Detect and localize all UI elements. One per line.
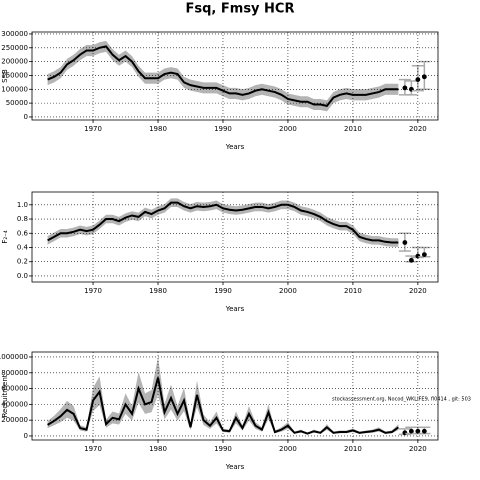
- projection-point: [402, 85, 408, 91]
- x-axis-label: Years: [225, 463, 245, 471]
- confidence-band: [47, 198, 399, 247]
- plot-frame: [31, 351, 439, 441]
- y-tick-label: 50000: [6, 99, 28, 107]
- x-tick-label: 2020: [409, 445, 427, 453]
- x-tick-label: 1980: [149, 445, 167, 453]
- y-tick-label: 0: [24, 432, 28, 440]
- y-tick-label: 400000: [1, 400, 28, 408]
- projection-point: [421, 428, 427, 434]
- x-tick-label: 1990: [214, 125, 232, 133]
- x-tick-label: 1970: [84, 445, 102, 453]
- y-tick-label: 600000: [1, 385, 28, 393]
- x-tick-label: 2000: [279, 445, 297, 453]
- y-tick-label: 1.0: [17, 201, 28, 209]
- x-axis-label: Years: [225, 143, 245, 151]
- y-axis-label: Recruitment: [1, 374, 9, 417]
- plot-frame: [31, 191, 439, 283]
- chart-title: Fsq, Fmsy HCR: [186, 2, 295, 17]
- plot-frame: [31, 31, 439, 121]
- y-tick-label: 250000: [1, 44, 28, 52]
- y-axis-label: SSB: [1, 69, 9, 83]
- confidence-band: [47, 356, 399, 435]
- y-tick-label: 0.6: [17, 229, 29, 237]
- x-tick-label: 2000: [279, 287, 297, 295]
- y-tick-label: 300000: [1, 30, 28, 38]
- annotation: stockassessment.org, Nocod_WKLIFE9, fl04…: [332, 397, 471, 403]
- confidence-band: [47, 40, 399, 112]
- x-tick-label: 2010: [344, 445, 362, 453]
- x-tick-label: 1980: [149, 287, 167, 295]
- y-axis-label: F₂₋₄: [1, 230, 9, 244]
- x-tick-label: 2020: [409, 125, 427, 133]
- y-tick-label: 100000: [1, 85, 28, 93]
- x-tick-label: 2010: [344, 125, 362, 133]
- projection-point: [408, 428, 414, 434]
- y-tick-label: 800000: [1, 369, 28, 377]
- y-tick-label: 0.4: [17, 243, 29, 251]
- x-tick-label: 1990: [214, 287, 232, 295]
- estimate-line: [47, 45, 399, 107]
- x-tick-label: 2020: [409, 287, 427, 295]
- x-tick-label: 1970: [84, 287, 102, 295]
- y-tick-label: 0.2: [17, 258, 28, 266]
- projection-point: [421, 252, 427, 258]
- x-tick-label: 2010: [344, 287, 362, 295]
- x-tick-label: 2000: [279, 125, 297, 133]
- y-tick-label: 200000: [1, 416, 28, 424]
- y-tick-label: 0.8: [17, 215, 28, 223]
- x-tick-label: 1970: [84, 125, 102, 133]
- estimate-line: [47, 201, 399, 244]
- y-tick-label: 0.0: [17, 272, 28, 280]
- x-axis-label: Years: [225, 305, 245, 313]
- projection-point: [415, 77, 421, 82]
- projection-point: [402, 240, 408, 245]
- y-tick-label: 150000: [1, 71, 28, 79]
- y-tick-label: 1000000: [0, 353, 28, 361]
- x-tick-label: 1980: [149, 125, 167, 133]
- projection-point: [402, 430, 408, 436]
- projection-point: [415, 428, 421, 434]
- y-tick-label: 0: [24, 113, 28, 121]
- y-tick-label: 200000: [1, 58, 28, 66]
- x-tick-label: 1990: [214, 445, 232, 453]
